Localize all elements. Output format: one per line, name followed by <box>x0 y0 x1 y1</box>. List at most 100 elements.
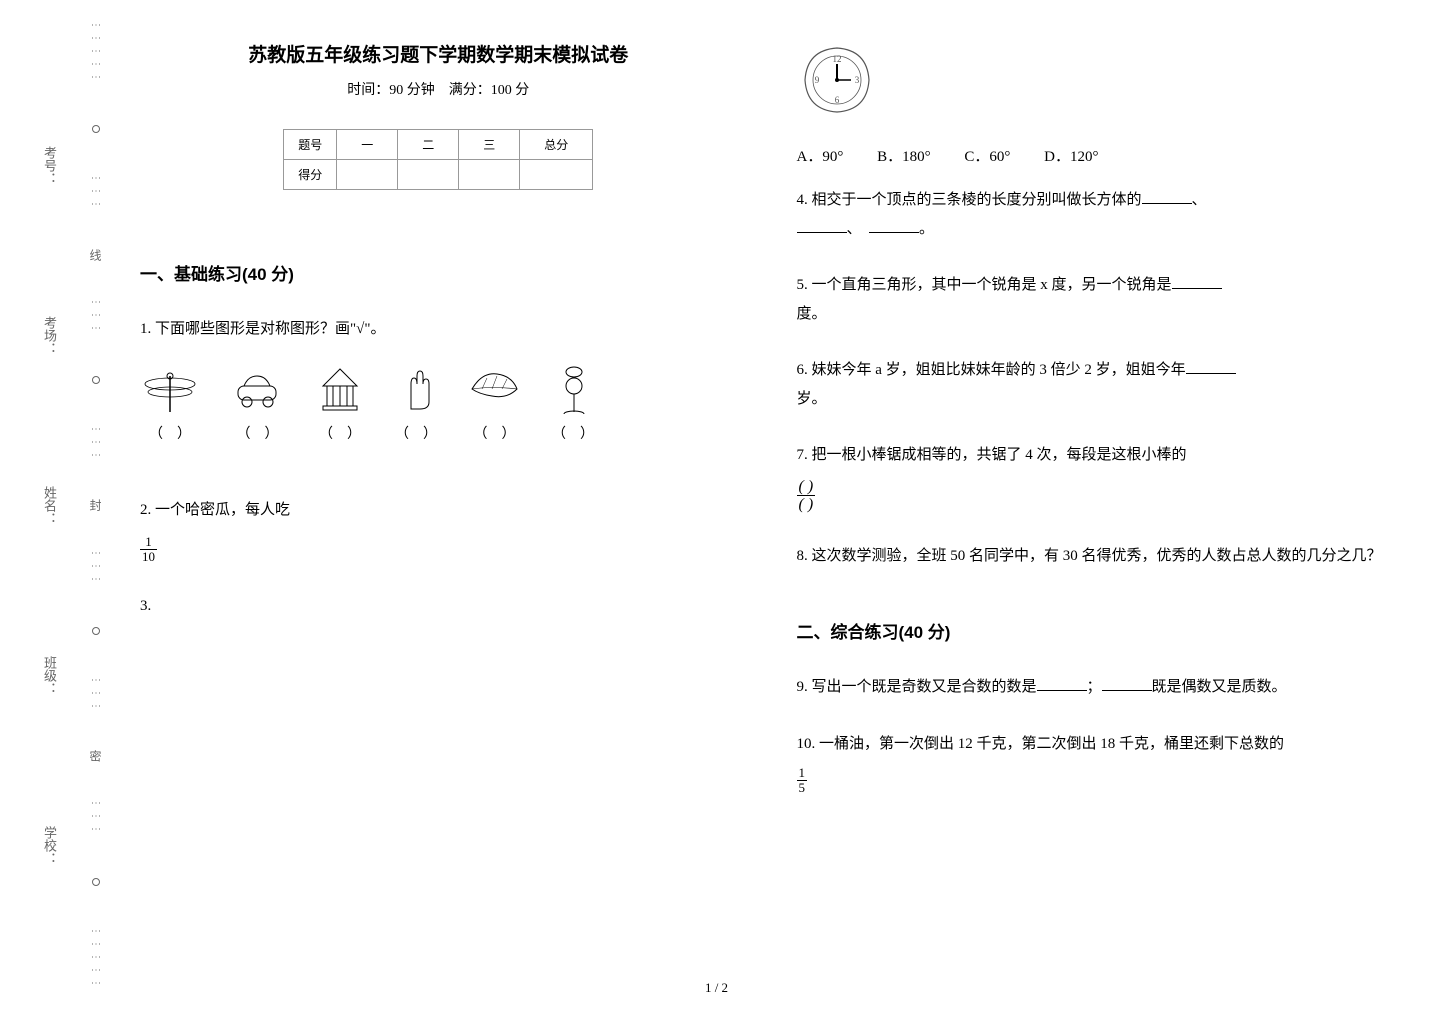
svg-text:6: 6 <box>834 95 839 105</box>
binding-dots: ⋮⋮⋮ <box>90 675 101 714</box>
option-c: C．60° <box>964 145 1010 166</box>
paren: （ ） <box>319 422 361 449</box>
binding-label-examno: 考号： <box>40 146 59 185</box>
blank <box>1037 676 1087 691</box>
binding-dots: ⋮⋮⋮ <box>90 173 101 212</box>
q9-c: 既是偶数又是质数。 <box>1152 679 1287 695</box>
table-cell: 一 <box>337 130 398 160</box>
q6-a: 6. 妹妹今年 a 岁，姐姐比妹妹年龄的 3 倍少 2 岁，姐姐今年 <box>797 362 1186 378</box>
question-6: 6. 妹妹今年 a 岁，姐姐比妹妹年龄的 3 倍少 2 岁，姐姐今年岁。 <box>797 356 1394 413</box>
blank <box>869 218 919 233</box>
q7-fraction: ( ) ( ) <box>797 478 816 514</box>
binding-text-line: 线 <box>87 249 104 261</box>
hand-icon <box>396 364 436 414</box>
q6-b: 岁。 <box>797 391 827 407</box>
q3-options: A．90° B．180° C．60° D．120° <box>797 145 1394 166</box>
option-b: B．180° <box>877 145 931 166</box>
binding-dots: ⋮⋮⋮ <box>90 424 101 463</box>
q9-b: ； <box>1087 679 1102 695</box>
table-cell <box>520 160 593 190</box>
clock-image: 12 3 6 9 <box>797 40 1394 125</box>
frac-den: 10 <box>140 550 157 564</box>
shape-dragonfly: （ ） <box>140 364 200 449</box>
blank <box>797 218 847 233</box>
frac-den: 5 <box>797 781 808 795</box>
question-9: 9. 写出一个既是奇数又是合数的数是 ； 既是偶数又是质数。 <box>797 673 1394 702</box>
binding-label-name: 姓名： <box>40 486 59 525</box>
svg-text:3: 3 <box>854 75 859 85</box>
clock-icon: 12 3 6 9 <box>797 40 877 120</box>
q10-fraction: 1 5 <box>797 766 808 796</box>
binding-dots: ⋮⋮⋮ <box>90 297 101 336</box>
q2-text: 2. 一个哈密瓜，每人吃 <box>140 496 737 525</box>
binding-label-class: 班级： <box>40 656 59 695</box>
paren: （ ） <box>552 422 594 449</box>
shape-lamp: （ ） <box>552 364 594 449</box>
question-10: 10. 一桶油，第一次倒出 12 千克，第二次倒出 18 千克，桶里还剩下总数的… <box>797 730 1394 796</box>
paren: （ ） <box>395 422 437 449</box>
binding-dots: ⋮⋮⋮⋮⋮ <box>90 20 101 85</box>
q3-text: 3. <box>140 592 737 621</box>
table-cell: 总分 <box>520 130 593 160</box>
q4-c: 、 <box>847 221 855 237</box>
svg-text:12: 12 <box>832 54 841 64</box>
question-5: 5. 一个直角三角形，其中一个锐角是 x 度，另一个锐角是度。 <box>797 271 1394 328</box>
binding-label-school: 学校： <box>40 826 59 865</box>
table-cell <box>459 160 520 190</box>
q9-a: 9. 写出一个既是奇数又是合数的数是 <box>797 679 1037 695</box>
table-row: 得分 <box>284 160 593 190</box>
binding-label-room: 考场： <box>40 316 59 355</box>
question-8: 8. 这次数学测验，全班 50 名同学中，有 30 名得优秀，优秀的人数占总人数… <box>797 542 1394 571</box>
doc-title: 苏教版五年级练习题下学期数学期末模拟试卷 <box>140 40 737 67</box>
table-cell <box>337 160 398 190</box>
shape-car: （ ） <box>230 364 285 449</box>
q5-b: 度。 <box>797 306 827 322</box>
blank <box>1142 189 1192 204</box>
frac-num: ( ) <box>797 478 816 497</box>
question-4: 4. 相交于一个顶点的三条棱的长度分别叫做长方体的、 、 。 <box>797 186 1394 243</box>
blank <box>1172 274 1222 289</box>
pavilion-icon <box>315 364 365 414</box>
shape-leaf: （ ） <box>467 364 522 449</box>
shape-hand: （ ） <box>395 364 437 449</box>
binding-text-secret: 密 <box>87 750 104 762</box>
binding-dots: ⋮⋮⋮ <box>90 548 101 587</box>
binding-dots: ⋮⋮⋮ <box>90 798 101 837</box>
blank <box>1102 676 1152 691</box>
section2-title: 二、综合练习(40 分) <box>797 618 1394 643</box>
frac-num: 1 <box>140 535 157 550</box>
q2-fraction: 1 10 <box>140 535 157 565</box>
svg-text:9: 9 <box>814 75 819 85</box>
score-table: 题号 一 二 三 总分 得分 <box>283 129 593 190</box>
binding-circle <box>92 376 100 384</box>
q4-d: 。 <box>919 221 934 237</box>
binding-text-seal: 封 <box>87 499 104 511</box>
table-row: 题号 一 二 三 总分 <box>284 130 593 160</box>
section1-title: 一、基础练习(40 分) <box>140 260 737 285</box>
table-cell: 二 <box>398 130 459 160</box>
left-column: 苏教版五年级练习题下学期数学期末模拟试卷 时间：90 分钟 满分：100 分 题… <box>140 40 737 961</box>
frac-num: 1 <box>797 766 808 781</box>
car-icon <box>230 364 285 414</box>
binding-circle <box>92 125 100 133</box>
question-3: 3. <box>140 592 737 621</box>
shape-pavilion: （ ） <box>315 364 365 449</box>
page-number: 1 / 2 <box>705 980 728 996</box>
paren: （ ） <box>474 422 516 449</box>
paren: （ ） <box>237 422 279 449</box>
table-cell: 三 <box>459 130 520 160</box>
table-cell <box>398 160 459 190</box>
question-1: 1. 下面哪些图形是对称图形？画"√"。 （ ） <box>140 315 737 468</box>
q10-text: 10. 一桶油，第一次倒出 12 千克，第二次倒出 18 千克，桶里还剩下总数的 <box>797 730 1394 759</box>
leaf-icon <box>467 364 522 414</box>
q8-text: 8. 这次数学测验，全班 50 名同学中，有 30 名得优秀，优秀的人数占总人数… <box>797 548 1382 564</box>
binding-labels: 考号： 考场： 姓名： 班级： 学校： <box>40 0 59 1011</box>
binding-circle <box>92 878 100 886</box>
blank <box>1186 359 1236 374</box>
paren: （ ） <box>149 422 191 449</box>
page-content: 苏教版五年级练习题下学期数学期末模拟试卷 时间：90 分钟 满分：100 分 题… <box>140 40 1393 961</box>
lamp-icon <box>556 364 591 414</box>
right-column: 12 3 6 9 A．90° B．180° C．60° D．120° 4. 相交… <box>797 40 1394 961</box>
frac-den: ( ) <box>797 496 816 514</box>
option-d: D．120° <box>1044 145 1098 166</box>
